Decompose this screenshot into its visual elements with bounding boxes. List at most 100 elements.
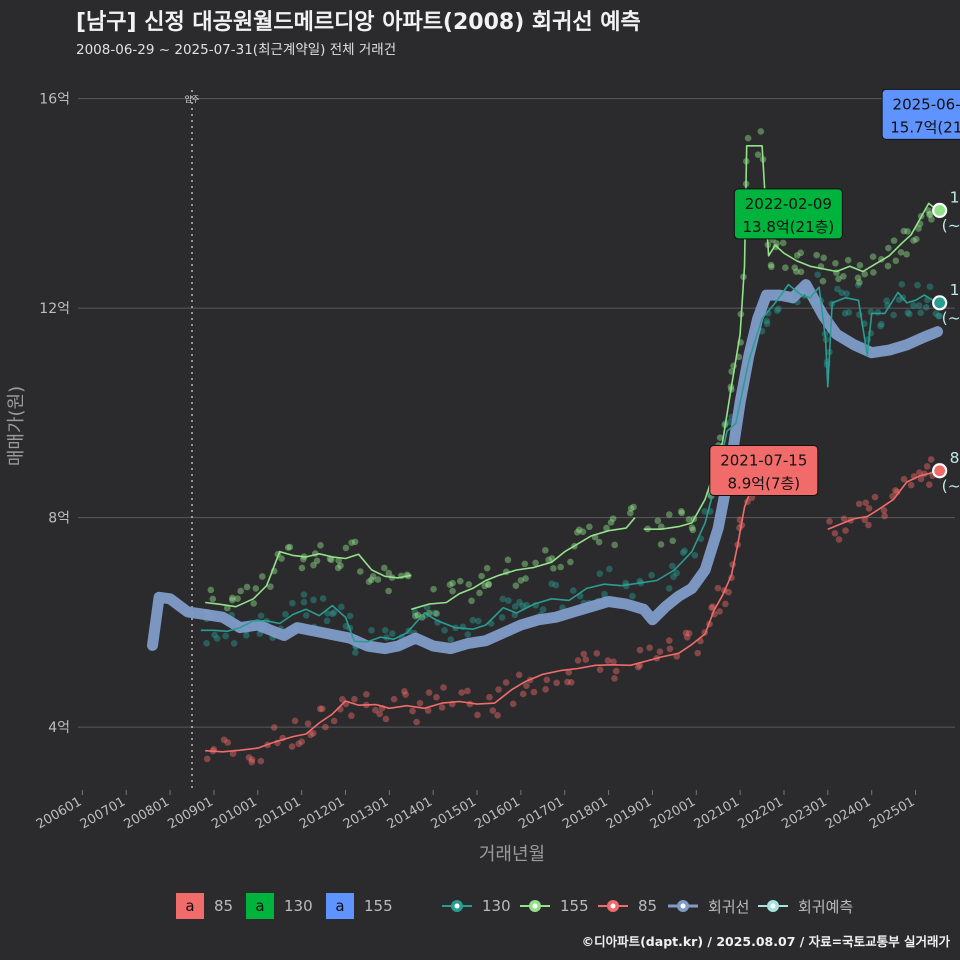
transaction-dot	[840, 272, 847, 280]
transaction-dot	[767, 261, 775, 269]
transaction-dot	[922, 304, 930, 311]
transaction-dot	[838, 289, 846, 296]
transaction-dot	[844, 256, 852, 264]
transaction-dot	[916, 469, 923, 476]
transaction-dot	[542, 686, 549, 693]
transaction-dot	[861, 270, 869, 278]
transaction-dot	[207, 586, 215, 594]
transaction-dot	[356, 568, 364, 575]
transaction-dot	[656, 648, 664, 656]
end-markers: 138,667 (~155㎡) 121,017 (~130㎡) 88,950 (~85㎡)	[932, 188, 960, 495]
legend-label: 155	[364, 897, 393, 915]
transaction-dot	[243, 631, 250, 639]
transaction-dot	[478, 572, 485, 580]
transaction-dot	[748, 494, 756, 502]
transaction-dot	[252, 585, 260, 592]
transaction-dot	[309, 729, 317, 737]
transaction-dot	[609, 515, 617, 522]
transaction-dot	[910, 237, 917, 244]
transaction-dot	[250, 600, 258, 607]
transaction-dot	[278, 555, 285, 562]
transaction-dot	[716, 434, 724, 441]
transaction-dot	[636, 646, 644, 654]
transaction-dot	[917, 475, 925, 483]
transaction-dot	[670, 573, 677, 581]
transaction-dot	[926, 210, 934, 218]
transaction-dot	[832, 260, 839, 267]
line-dot-icon	[668, 900, 698, 912]
transaction-dot	[574, 657, 582, 664]
transaction-dot	[270, 724, 278, 731]
legend-box-155: a 155	[326, 892, 393, 920]
transaction-dot	[835, 275, 842, 283]
transaction-dot	[300, 598, 308, 606]
transaction-dot	[915, 302, 923, 309]
transaction-dot	[213, 635, 221, 642]
line-dot-icon	[598, 900, 628, 912]
transaction-dot	[474, 617, 482, 625]
transaction-dot	[925, 481, 933, 488]
legend-label: 130	[284, 897, 313, 915]
transaction-dot	[382, 715, 390, 723]
transaction-dot	[522, 575, 529, 582]
transaction-dot	[573, 528, 581, 536]
transaction-dot	[604, 657, 612, 664]
transaction-dot	[553, 679, 560, 687]
x-tick-label: 200701	[78, 794, 128, 832]
transaction-dot	[418, 613, 426, 621]
transaction-dot	[840, 515, 848, 523]
transaction-dot	[440, 684, 447, 691]
x-tick-label: 200601	[34, 794, 84, 832]
transaction-dot	[869, 253, 877, 261]
x-tick-label: 202301	[779, 794, 829, 832]
end-value-label: 138,667	[950, 188, 960, 206]
x-tick-label: 202101	[692, 794, 742, 832]
transaction-dot	[935, 312, 942, 320]
transaction-dot	[895, 296, 903, 303]
transaction-dot	[843, 290, 850, 297]
transaction-dot	[779, 239, 787, 247]
transaction-dot	[257, 612, 265, 620]
transaction-dot	[483, 564, 491, 572]
move-in-label: 입주	[185, 95, 200, 104]
transaction-dot	[716, 608, 723, 615]
transaction-dot	[654, 517, 662, 525]
transaction-dot	[339, 696, 346, 703]
transaction-dot	[230, 640, 238, 647]
x-tick-label: 200901	[165, 794, 215, 832]
transaction-dot	[701, 508, 708, 515]
transaction-dot	[433, 610, 440, 617]
transaction-dot	[229, 594, 236, 602]
transaction-dot	[673, 569, 680, 577]
transaction-dot	[926, 283, 934, 291]
x-tick-label: 201901	[604, 794, 654, 832]
transaction-dot	[374, 576, 382, 583]
transaction-dot	[523, 682, 530, 689]
transaction-dot	[627, 505, 635, 512]
x-tick-label: 201201	[297, 794, 347, 832]
series-line-155b	[411, 517, 636, 611]
transaction-dot	[519, 690, 527, 698]
transaction-dot	[606, 565, 613, 573]
transaction-dot	[390, 695, 398, 703]
callout-date: 2025-06-19	[893, 95, 960, 113]
transaction-dot	[678, 509, 686, 517]
transaction-dot	[539, 606, 547, 613]
transaction-dot	[282, 610, 289, 618]
end-area-label: (~155㎡)	[942, 216, 960, 234]
transaction-dot	[708, 604, 715, 612]
transaction-dot	[548, 580, 555, 588]
transaction-dot	[885, 244, 892, 252]
transaction-dot	[319, 705, 326, 713]
transaction-dot	[862, 499, 870, 507]
transaction-dot	[438, 704, 446, 711]
transaction-dot	[414, 611, 422, 619]
transaction-dot	[579, 528, 587, 536]
transaction-dot	[368, 576, 375, 584]
transaction-dot	[543, 676, 551, 684]
transaction-dot	[782, 264, 789, 272]
transaction-dot	[228, 596, 236, 604]
transaction-dot	[764, 309, 772, 317]
x-tick-label: 201401	[385, 794, 435, 832]
line-dot-icon	[442, 900, 472, 912]
